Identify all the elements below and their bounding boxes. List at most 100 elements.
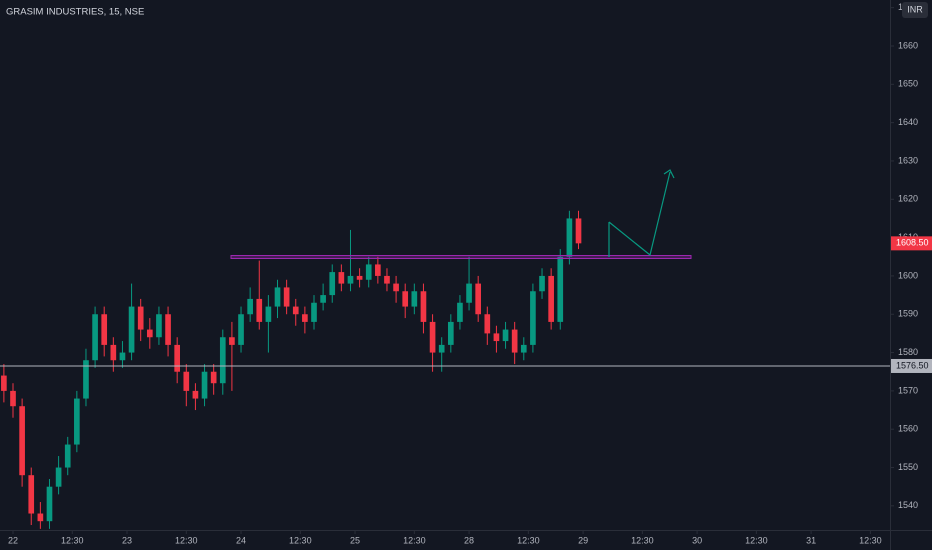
candle-body — [174, 344, 181, 372]
y-tick-label: 1640 — [898, 117, 918, 127]
candle-body — [55, 467, 62, 487]
x-tick-label: 12:30 — [859, 535, 882, 545]
candle-body — [311, 302, 317, 322]
x-tick-label: 12:30 — [631, 535, 654, 545]
candle-body — [302, 314, 308, 322]
candle-body — [137, 306, 144, 330]
candle-body — [247, 298, 253, 315]
x-tick-label: 24 — [236, 535, 246, 545]
y-tick-label: 1630 — [898, 155, 918, 165]
candle-body — [447, 321, 454, 345]
candle-body — [466, 283, 472, 303]
candle-body — [19, 406, 25, 476]
candle-body — [156, 314, 162, 338]
candle-body — [438, 344, 445, 353]
y-tick-label: 1590 — [898, 309, 918, 319]
candle-body — [283, 287, 290, 307]
x-tick-label: 12:30 — [517, 535, 540, 545]
x-tick-label: 28 — [464, 535, 474, 545]
x-tick-label: 12:30 — [175, 535, 198, 545]
candle-body — [520, 344, 527, 353]
candle-body — [256, 298, 263, 322]
candle-body — [146, 329, 153, 338]
candle-body — [128, 306, 135, 353]
candle-body — [365, 264, 372, 280]
candle-body — [1, 375, 7, 391]
candle-body — [384, 275, 390, 284]
x-tick-label: 23 — [122, 535, 132, 545]
candle-body — [530, 291, 536, 345]
candle-body — [338, 272, 345, 284]
candle-body — [265, 306, 272, 322]
candle-body — [511, 329, 518, 353]
candle-body — [183, 371, 190, 391]
candle-body — [411, 291, 418, 307]
x-tick-label: 12:30 — [745, 535, 768, 545]
candle-body — [37, 513, 44, 522]
candle-body — [347, 275, 354, 284]
candle-body — [110, 344, 117, 361]
x-tick-label: 25 — [350, 535, 360, 545]
candle-body — [484, 314, 491, 334]
candle-body — [238, 314, 244, 345]
resistance-zone[interactable] — [230, 255, 692, 259]
candle-body — [402, 291, 409, 307]
candle-body — [457, 302, 463, 322]
candle-body — [548, 275, 554, 322]
x-tick-label: 22 — [8, 535, 18, 545]
y-tick-label: 1560 — [898, 424, 918, 434]
chart-title: GRASIM INDUSTRIES, 15, NSE — [6, 7, 144, 18]
candle-body — [420, 291, 427, 322]
candle-body — [92, 314, 98, 361]
candle-body — [229, 337, 235, 345]
candle-body — [575, 218, 582, 244]
x-tick-label: 12:30 — [403, 535, 426, 545]
axes: 1540155015601570158015901600161016201630… — [8, 2, 932, 545]
level-price-label: 1576.50 — [896, 360, 929, 370]
candle-body — [393, 283, 399, 292]
candle-body — [320, 295, 326, 303]
candle-body — [28, 475, 35, 514]
candle-body — [201, 371, 208, 399]
candle-body — [192, 390, 199, 399]
currency-label: INR — [907, 4, 923, 14]
candle-body — [566, 218, 573, 257]
y-tick-label: 1550 — [898, 462, 918, 472]
candle-body — [219, 337, 226, 384]
candle-body — [329, 272, 336, 296]
x-tick-label: 12:30 — [61, 535, 84, 545]
candle-body — [539, 275, 545, 292]
candle-body — [375, 264, 381, 276]
last-price-marker — [891, 236, 932, 251]
candle-body — [101, 314, 108, 345]
y-tick-label: 1540 — [898, 500, 918, 510]
candle-body — [557, 256, 564, 322]
projection-arrowhead — [663, 169, 675, 179]
candle-body — [292, 306, 299, 315]
x-tick-label: 30 — [692, 535, 702, 545]
candle-body — [165, 314, 171, 345]
last-price-label: 1608.50 — [896, 238, 929, 248]
y-tick-label: 1600 — [898, 270, 918, 280]
candle-body — [46, 486, 53, 522]
candle-body — [475, 283, 482, 315]
x-tick-label: 12:30 — [289, 535, 312, 545]
candle-body — [356, 275, 363, 280]
candle-body — [274, 287, 281, 307]
candle-body — [502, 329, 509, 342]
currency-badge[interactable] — [902, 2, 928, 18]
candle-body — [10, 390, 16, 407]
level-price-box — [891, 358, 932, 373]
projection-drawing[interactable] — [608, 171, 671, 257]
y-tick-label: 1620 — [898, 194, 918, 204]
candle-body — [493, 333, 500, 342]
y-tick-label: 1570 — [898, 385, 918, 395]
y-tick-label: 1650 — [898, 79, 918, 89]
candle-body — [429, 321, 436, 353]
candle-body — [64, 444, 71, 468]
candle-body — [83, 360, 89, 399]
candle-body — [74, 398, 80, 445]
x-tick-label: 29 — [578, 535, 588, 545]
plot-area — [0, 210, 890, 529]
